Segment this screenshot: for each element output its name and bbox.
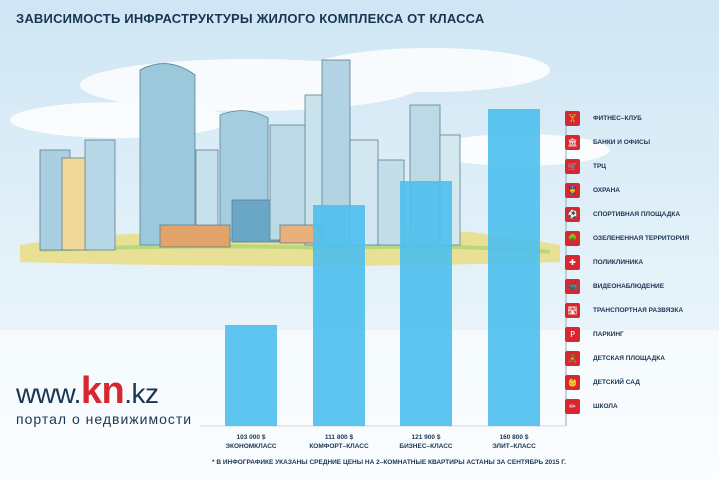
legend-label: ТРАНСПОРТНАЯ РАЗВЯЗКА <box>593 306 684 314</box>
bank-icon: 🏛 <box>565 134 580 150</box>
legend-label: ОХРАНА <box>593 186 620 194</box>
class-label: ЭЛИТ–КЛАСС <box>492 443 536 450</box>
site-logo[interactable]: www.kn.kz портал о недвижимости <box>16 372 193 427</box>
legend-item: ✏ ШКОЛА <box>565 397 618 415</box>
legend-label: ОЗЕЛЕНЕННАЯ ТЕРРИТОРИЯ <box>593 234 690 242</box>
legend-item: 🌳 ОЗЕЛЕНЕННАЯ ТЕРРИТОРИЯ <box>565 229 689 247</box>
legend-item: 🏛 БАНКИ И ОФИСЫ <box>565 133 650 151</box>
class-label: ЭКОНОМКЛАСС <box>225 443 277 450</box>
legend-label: ФИТНЕС–КЛУБ <box>593 114 642 122</box>
legend-item: ✚ ПОЛИКЛИНИКА <box>565 253 643 271</box>
playground-icon: 🧸 <box>565 350 580 366</box>
page-title: ЗАВИСИМОСТЬ ИНФРАСТРУКТУРЫ ЖИЛОГО КОМПЛЕ… <box>16 11 485 26</box>
logo-tagline: портал о недвижимости <box>16 411 193 427</box>
legend-label: ПОЛИКЛИНИКА <box>593 258 644 266</box>
sports-ground-icon: ⚽ <box>565 206 580 222</box>
category-label: 103 000 $ ЭКОНОМКЛАСС <box>191 433 311 451</box>
legend-label: ШКОЛА <box>593 402 618 410</box>
bar <box>225 325 277 426</box>
legend-item: 🛒 ТРЦ <box>565 157 606 175</box>
road-icon: 🛣 <box>565 302 580 318</box>
legend-item: P ПАРКИНГ <box>565 325 624 343</box>
price-label: 160 800 $ <box>499 434 529 441</box>
legend-label: ДЕТСКИЙ САД <box>593 378 640 386</box>
parking-icon: P <box>565 326 580 342</box>
legend-label: СПОРТИВНАЯ ПЛОЩАДКА <box>593 210 681 218</box>
legend-label: ПАРКИНГ <box>593 330 624 338</box>
category-label: 160 800 $ ЭЛИТ–КЛАСС <box>454 433 574 451</box>
class-label: КОМФОРТ–КЛАСС <box>309 443 369 450</box>
legend-label: ТРЦ <box>593 162 607 170</box>
legend-label: БАНКИ И ОФИСЫ <box>593 138 651 146</box>
price-label: 103 000 $ <box>236 434 266 441</box>
logo-brand: kn <box>80 370 125 412</box>
legend-item: 🛣 ТРАНСПОРТНАЯ РАЗВЯЗКА <box>565 301 683 319</box>
category-label: 121 900 $ БИЗНЕС–КЛАСС <box>366 433 486 451</box>
legend-item: 👶 ДЕТСКИЙ САД <box>565 373 640 391</box>
class-label: БИЗНЕС–КЛАСС <box>399 443 453 450</box>
clinic-icon: ✚ <box>565 254 580 270</box>
logo-prefix: www. <box>16 378 81 409</box>
legend-label: ДЕТСКАЯ ПЛОЩАДКА <box>593 354 665 362</box>
mall-icon: 🛒 <box>565 158 580 174</box>
category-label: 111 800 $ КОМФОРТ–КЛАСС <box>279 433 399 451</box>
fitness-icon: 🏋 <box>565 110 580 126</box>
bar <box>313 205 365 426</box>
camera-icon: 📹 <box>565 278 580 294</box>
legend-item: 📹 ВИДЕОНАБЛЮДЕНИЕ <box>565 277 664 295</box>
kindergarten-icon: 👶 <box>565 374 580 390</box>
school-icon: ✏ <box>565 398 580 414</box>
bar <box>400 181 452 426</box>
tree-icon: 🌳 <box>565 230 580 246</box>
bar <box>488 109 540 426</box>
legend-item: ⚽ СПОРТИВНАЯ ПЛОЩАДКА <box>565 205 680 223</box>
logo-suffix: .kz <box>124 378 159 409</box>
legend-item: 🏋 ФИТНЕС–КЛУБ <box>565 109 642 127</box>
price-label: 111 800 $ <box>324 434 354 441</box>
security-icon: 👮 <box>565 182 580 198</box>
footnote: * В ИНФОГРАФИКЕ УКАЗАНЫ СРЕДНИЕ ЦЕНЫ НА … <box>212 459 566 466</box>
legend-label: ВИДЕОНАБЛЮДЕНИЕ <box>593 282 665 290</box>
legend-item: 🧸 ДЕТСКАЯ ПЛОЩАДКА <box>565 349 665 367</box>
legend-item: 👮 ОХРАНА <box>565 181 620 199</box>
price-label: 121 900 $ <box>411 434 441 441</box>
